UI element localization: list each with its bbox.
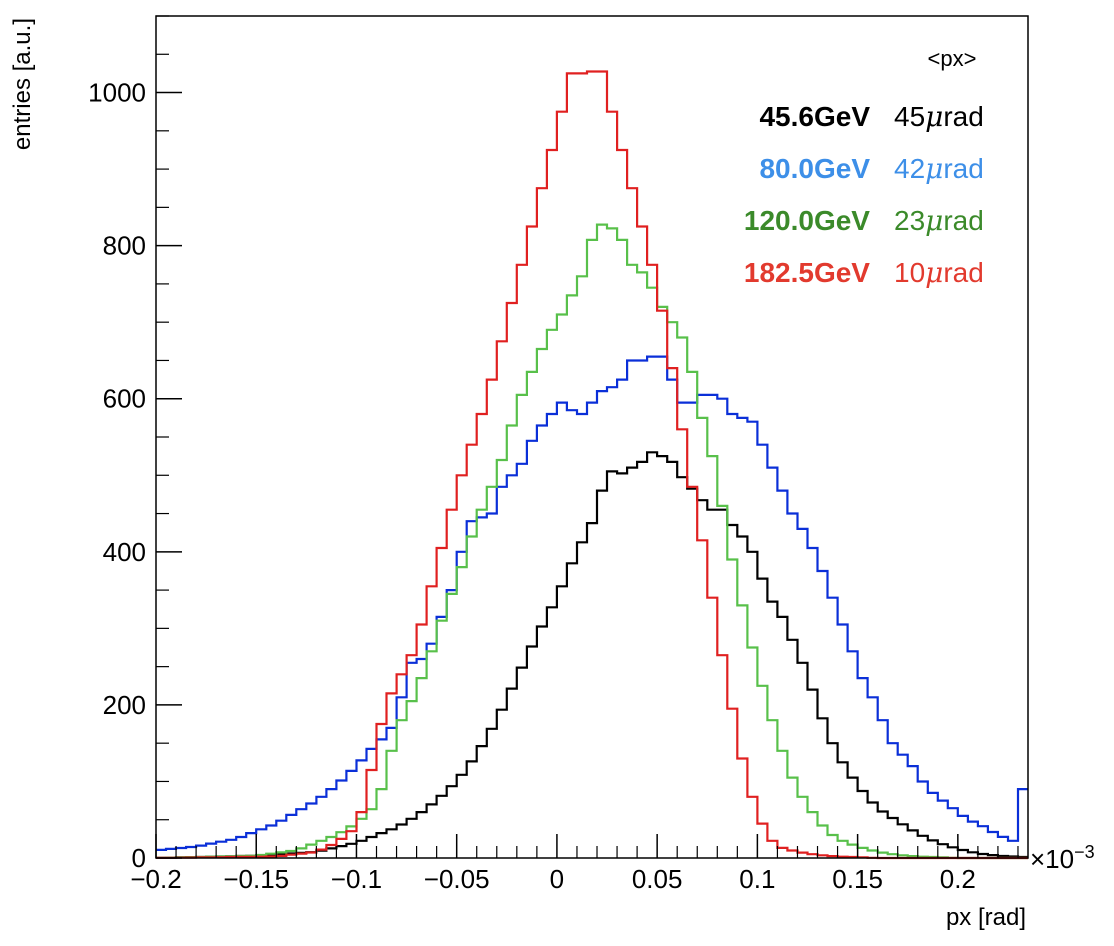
x-tick-label: 0.05 <box>632 864 683 894</box>
x-tick-label: 0.2 <box>940 864 976 894</box>
x-axis: −0.2 −0.15 −0.1 −0.05 0 0.05 0.1 0.15 0.2 <box>130 834 1019 894</box>
legend-unit: rad <box>943 101 983 132</box>
y-axis-title: entries [a.u.] <box>9 18 36 150</box>
legend-px-value: 23 <box>894 205 925 236</box>
x-tick-label: −0.2 <box>130 864 181 894</box>
plot-frame <box>155 15 1029 859</box>
legend-px-label: 10μrad <box>894 256 984 289</box>
legend-unit: rad <box>943 153 983 184</box>
legend-mu-symbol: μ <box>925 256 943 289</box>
series-80-0gev <box>156 355 1028 851</box>
y-tick-label: 200 <box>103 690 146 720</box>
legend-mu-symbol: μ <box>925 152 943 185</box>
legend-energy-label: 182.5GeV <box>744 257 870 288</box>
legend-unit: rad <box>943 257 983 288</box>
x-tick-label: −0.05 <box>424 864 490 894</box>
y-tick-label: 0 <box>132 843 146 873</box>
x-multiplier-base: ×10 <box>1030 844 1074 874</box>
legend-energy-label: 80.0GeV <box>759 153 870 184</box>
legend-px-label: 42μrad <box>894 152 984 185</box>
legend-energy-label: 120.0GeV <box>744 205 870 236</box>
legend-energy-label: 45.6GeV <box>759 101 870 132</box>
y-tick-label: 600 <box>103 384 146 414</box>
y-tick-label: 800 <box>103 231 146 261</box>
series-182-5gev <box>156 70 1028 860</box>
x-tick-label: 0.15 <box>832 864 883 894</box>
series-layer <box>156 70 1028 860</box>
legend-px-label: 23μrad <box>894 204 984 237</box>
legend-unit: rad <box>943 205 983 236</box>
x-multiplier-exp: −3 <box>1074 842 1095 862</box>
series-120-0gev <box>156 223 1028 860</box>
legend-mu-symbol: μ <box>925 100 943 133</box>
y-tick-label: 1000 <box>88 78 146 108</box>
y-axis: 0 200 400 600 800 1000 <box>88 15 182 873</box>
x-tick-label: −0.15 <box>223 864 289 894</box>
x-multiplier: ×10−3 <box>1030 842 1095 874</box>
x-tick-label: 0 <box>550 864 564 894</box>
x-tick-label: 0.1 <box>739 864 775 894</box>
legend-px-label: 45μrad <box>894 100 984 133</box>
legend-px-value: 42 <box>894 153 925 184</box>
y-tick-label: 400 <box>103 537 146 567</box>
x-axis-title: px [rad] <box>946 904 1026 931</box>
legend-header: <px> <box>928 46 977 71</box>
legend-px-value: 10 <box>894 257 925 288</box>
legend-mu-symbol: μ <box>925 204 943 237</box>
legend-px-value: 45 <box>894 101 925 132</box>
series-45-6gev <box>156 451 1028 859</box>
x-tick-label: −0.1 <box>331 864 382 894</box>
